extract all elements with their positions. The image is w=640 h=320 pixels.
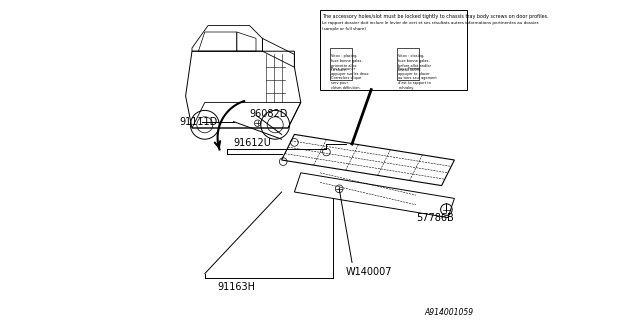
Text: Pour: Fermer
appuyer to placer
au tiers seul agement
d'est to rapport to
nchrale: Pour: Fermer appuyer to placer au tiers … [398, 67, 437, 90]
Text: Vitov : closing,
fuse bonne galax,
before allot and/or
install 100%.: Vitov : closing, fuse bonne galax, befor… [398, 54, 431, 72]
Text: 91612U: 91612U [234, 138, 271, 148]
Text: W140007: W140007 [346, 267, 392, 277]
Bar [320, 10, 467, 90]
Bar [330, 48, 352, 80]
Text: 91111D: 91111D [179, 116, 218, 127]
Bar [397, 48, 419, 80]
Text: Pour: mount+
appuyer sur les deux:
Correclors clique
serv pour
clésm définition.: Pour: mount+ appuyer sur les deux: Corre… [332, 67, 370, 90]
Text: 57786B: 57786B [416, 213, 454, 223]
Text: (sample or full share): (sample or full share) [322, 27, 365, 31]
Text: A914001059: A914001059 [424, 308, 474, 317]
Text: 96082D: 96082D [250, 108, 288, 119]
Text: Vitov : placing,
fuse bonne galax,
princette alloc
to share.: Vitov : placing, fuse bonne galax, princ… [332, 54, 363, 72]
Text: Le rapport dossier doit inclure le levier de vert et ses résultats autres inform: Le rapport dossier doit inclure le levie… [322, 21, 539, 25]
Text: The accessory holes/slot must be locked tightly to chassis tray body screws on d: The accessory holes/slot must be locked … [322, 14, 548, 20]
Text: 91163H: 91163H [218, 282, 255, 292]
